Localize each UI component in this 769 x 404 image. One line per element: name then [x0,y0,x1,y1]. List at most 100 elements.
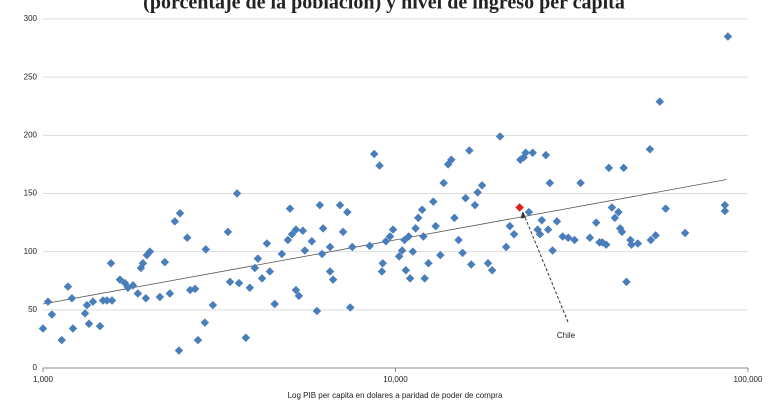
point [591,218,601,227]
point [291,225,301,234]
point [466,260,476,269]
point [141,293,151,303]
point [397,246,407,255]
point [294,291,304,301]
point [720,206,730,216]
point [405,274,415,283]
point [552,217,562,226]
point [388,225,398,234]
point [307,236,317,246]
point [417,205,427,215]
point [439,178,448,188]
point [270,299,279,309]
point [477,181,487,190]
point [369,149,379,159]
point [661,204,670,213]
point [287,229,297,239]
point [365,241,374,251]
point [80,309,90,318]
point [348,242,357,252]
point [545,178,555,188]
point [160,257,170,267]
point [413,213,423,223]
point [541,150,551,160]
point [548,246,557,255]
point [223,227,233,237]
arrow-head [520,211,526,219]
point [300,246,310,255]
point [505,221,515,231]
point [47,310,57,319]
point [604,163,614,173]
point [607,203,617,212]
point [165,289,175,298]
point [576,178,585,188]
point [265,267,275,276]
point [378,259,387,268]
point [190,284,200,294]
point [325,267,335,276]
point [509,229,519,239]
y-tick-label: 250 [24,72,38,81]
x-tick-label: 100,000 [734,375,763,384]
point [257,274,267,283]
point [633,239,643,248]
point [155,292,165,302]
point [201,245,211,254]
point [585,233,595,242]
x-tick-label: 1,000 [33,375,54,384]
point [170,217,180,226]
point [174,346,184,355]
point [655,97,665,106]
point [436,250,445,260]
point [133,289,143,298]
point [335,200,345,210]
point [424,259,433,268]
point [82,300,92,310]
y-tick-label: 50 [28,305,37,314]
point [408,247,418,256]
point [345,303,355,312]
point [450,213,459,223]
point [515,203,524,212]
point [325,242,335,252]
point [115,275,125,284]
point [458,248,467,258]
point [622,277,631,287]
y-tick-label: 150 [24,189,38,198]
point [377,267,387,276]
point [381,236,391,246]
point [107,296,117,305]
point [317,249,327,259]
y-tick-label: 200 [24,130,38,139]
point [465,146,474,155]
point [277,249,287,259]
y-tick-label: 300 [24,14,38,23]
point [447,155,456,165]
point [619,163,628,173]
point [487,266,497,275]
point [404,232,413,241]
point [680,228,690,238]
point [501,242,511,252]
point [483,259,493,268]
point [57,335,66,345]
annotation-arrow [522,211,569,323]
point [106,259,116,268]
point [200,318,210,327]
point [102,296,112,305]
point [461,193,470,203]
point [419,232,428,241]
point [208,300,218,310]
point [723,32,733,41]
point [411,224,420,233]
point [318,224,328,233]
point [454,235,463,245]
point [338,227,348,237]
point [38,324,48,333]
point [537,216,547,225]
point [67,293,77,303]
point [145,247,155,256]
point [473,188,482,197]
